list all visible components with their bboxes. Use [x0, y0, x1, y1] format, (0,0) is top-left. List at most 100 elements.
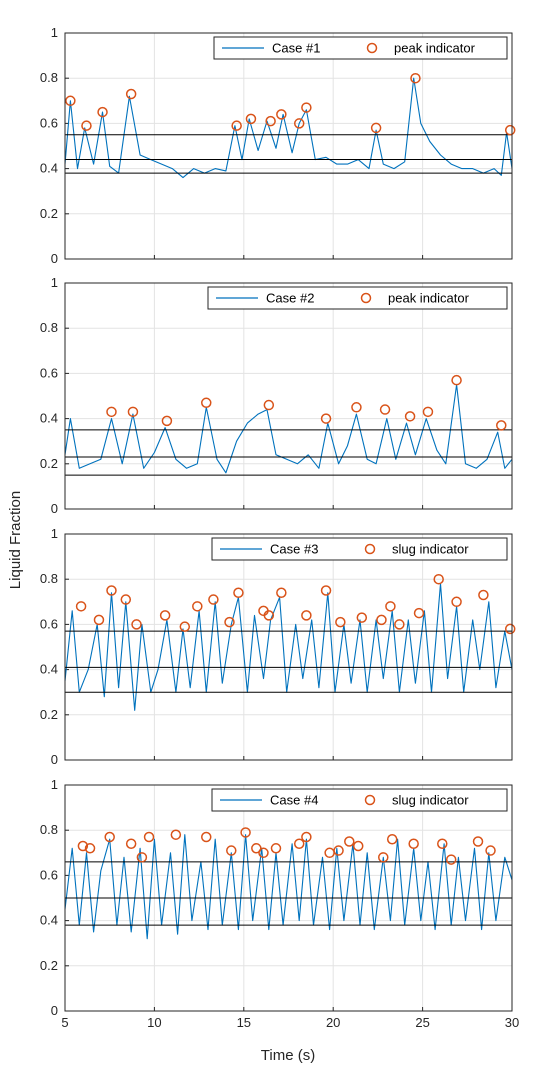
indicator-marker: [106, 406, 117, 418]
indicator-marker: [320, 585, 332, 596]
indicator-marker: [143, 831, 155, 843]
indicator-marker: [201, 831, 212, 843]
indicator-marker: [335, 616, 346, 628]
indicator-marker: [408, 838, 419, 850]
indicator-marker: [451, 596, 462, 608]
indicator-marker: [75, 601, 87, 612]
y-tick-label: 0: [51, 251, 58, 266]
indicator-marker: [263, 399, 275, 411]
chart-panel-4: 5 10 15 20 25 30 0 0.2 0.4 0.6 0.8 1 Case #4 slug ind…: [40, 777, 519, 1030]
indicator-marker: [356, 612, 368, 623]
indicator-marker: [404, 411, 416, 422]
indicator-marker: [504, 623, 516, 635]
indicator-marker: [445, 854, 457, 865]
x-tick-label: 30: [505, 1015, 519, 1030]
legend-entry-line: Case #3: [270, 542, 318, 557]
indicator-marker: [97, 106, 108, 118]
plot-frame: [64, 32, 513, 260]
indicator-marker: [293, 118, 305, 129]
indicator-marker: [93, 614, 105, 626]
indicator-marker: [224, 616, 235, 628]
indicator-marker: [496, 420, 507, 431]
legend: Case #3 slug indicator: [211, 537, 508, 561]
legend: Case #1 peak indicator: [213, 36, 508, 60]
y-tick-label: 0.6: [40, 867, 58, 882]
y-tick-label: 0: [51, 1003, 58, 1018]
x-tick-label: 20: [326, 1015, 340, 1030]
y-tick-label: 0.8: [40, 571, 58, 586]
y-tick-label: 0: [51, 501, 58, 516]
panels: 0 0.2 0.4 0.6 0.8 1 Case #1 peak indicator 0 0.2 0…: [40, 25, 519, 1030]
y-tick-label: 0.2: [40, 456, 58, 471]
indicator-marker: [437, 838, 448, 850]
y-tick-label: 0.2: [40, 707, 58, 722]
indicator-marker: [245, 113, 257, 125]
chart-panel-1: 0 0.2 0.4 0.6 0.8 1 Case #1 peak indicator: [40, 25, 516, 266]
legend-entry-line: Case #4: [270, 793, 318, 808]
indicator-marker: [192, 601, 203, 612]
indicator-marker: [472, 836, 484, 847]
x-tick-label: 15: [237, 1015, 251, 1030]
y-tick-label: 0.2: [40, 958, 58, 973]
indicator-marker: [370, 122, 382, 134]
legend-marker-swatch: [364, 794, 376, 806]
indicator-marker: [451, 374, 462, 386]
indicator-marker: [258, 847, 269, 859]
indicator-marker: [233, 587, 244, 599]
y-tick-label: 0.4: [40, 913, 58, 928]
indicator-marker: [333, 845, 344, 856]
y-tick-label: 0.4: [40, 662, 58, 677]
legend-entry-marker: peak indicator: [394, 41, 476, 56]
y-tick-label: 0.2: [40, 206, 58, 221]
indicator-marker: [485, 845, 496, 856]
indicator-marker: [276, 587, 287, 599]
legend-entry-marker: peak indicator: [388, 291, 470, 306]
indicator-marker: [344, 836, 355, 847]
legend-box: [207, 286, 508, 310]
indicator-marker: [376, 614, 387, 626]
series-line: [64, 77, 513, 179]
y-tick-label: 0.8: [40, 70, 58, 85]
y-tick-label: 0.8: [40, 822, 58, 837]
y-tick-label: 0.6: [40, 365, 58, 380]
plot-area: [65, 33, 512, 259]
indicator-marker: [301, 831, 312, 843]
indicator-marker: [413, 607, 425, 619]
y-tick-label: 0.4: [40, 161, 58, 176]
indicator-marker: [104, 831, 115, 843]
legend-box: [211, 788, 508, 812]
y-tick-label: 1: [51, 777, 58, 792]
indicator-marker: [263, 610, 275, 621]
legend-entry-line: Case #1: [272, 41, 320, 56]
indicator-marker: [136, 852, 148, 863]
x-tick-label: 10: [147, 1015, 161, 1030]
indicator-marker: [386, 833, 398, 845]
indicator-marker: [504, 124, 516, 136]
indicator-marker: [478, 589, 489, 601]
x-tick-label: 25: [415, 1015, 429, 1030]
indicator-marker: [385, 601, 396, 612]
legend-box: [211, 537, 508, 561]
y-tick-label: 1: [51, 275, 58, 290]
indicator-marker: [240, 827, 251, 838]
chart-panel-2: 0 0.2 0.4 0.6 0.8 1 Case #2 peak indicator: [40, 275, 513, 516]
indicator-marker: [161, 415, 173, 427]
indicator-marker: [301, 102, 312, 113]
y-tick-label: 0.6: [40, 616, 58, 631]
indicator-marker: [265, 115, 276, 127]
chart-panel-3: 0 0.2 0.4 0.6 0.8 1 Case #3 slug indicator: [40, 526, 516, 767]
plot-frame: [64, 784, 513, 1012]
indicator-marker: [422, 406, 434, 418]
legend-entry-line: Case #2: [266, 291, 314, 306]
indicator-marker: [125, 88, 137, 100]
indicator-marker: [208, 594, 219, 605]
indicator-marker: [120, 594, 132, 605]
y-tick-label: 0.6: [40, 115, 58, 130]
indicator-marker: [352, 840, 364, 852]
indicator-marker: [433, 573, 444, 585]
indicator-marker: [125, 838, 137, 850]
legend-marker-swatch: [360, 292, 372, 304]
indicator-marker: [84, 843, 96, 854]
y-tick-label: 1: [51, 526, 58, 541]
